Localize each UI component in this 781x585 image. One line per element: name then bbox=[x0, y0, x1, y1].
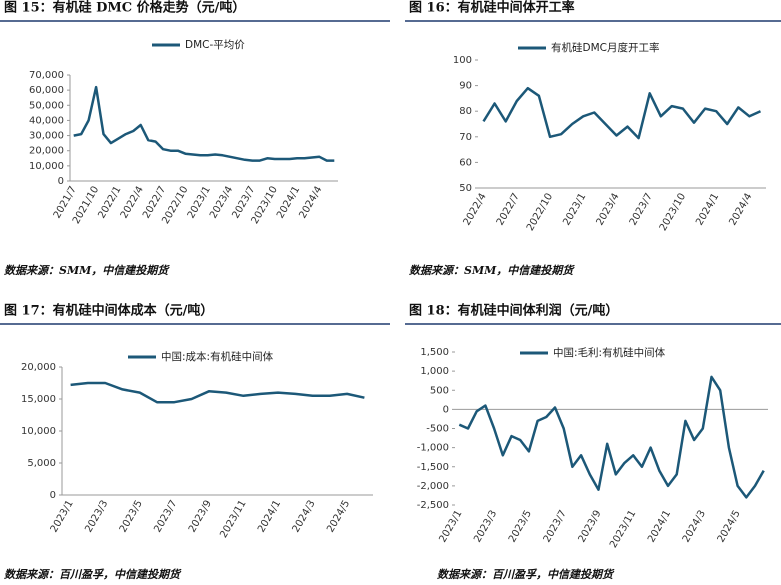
y-tick-label: 50 bbox=[459, 183, 472, 194]
x-tick-label: 2024/5 bbox=[325, 499, 352, 535]
x-tick-label: 2023/1 bbox=[437, 509, 464, 545]
x-tick-label: 2023/1 bbox=[561, 192, 588, 228]
y-tick-label: 60 bbox=[459, 157, 472, 168]
y-tick-label: 20,000 bbox=[29, 146, 64, 157]
x-tick-label: 2022/4 bbox=[462, 192, 489, 228]
x-tick-label: 2023/9 bbox=[187, 499, 214, 535]
x-tick-label: 2023/11 bbox=[608, 509, 638, 550]
x-tick-label: 2024/5 bbox=[716, 509, 743, 545]
y-tick-label: 70,000 bbox=[29, 70, 64, 81]
data-line bbox=[70, 381, 365, 404]
y-tick-label: -2,000 bbox=[417, 481, 449, 492]
y-tick-label: -2,500 bbox=[417, 500, 449, 511]
x-tick-label: 2022/7 bbox=[495, 192, 522, 228]
y-tick-label: 15,000 bbox=[21, 394, 56, 405]
x-tick-label: 2022/10 bbox=[525, 192, 555, 233]
x-tick-label: 2023/1 bbox=[49, 499, 76, 535]
x-tick-label: 2023/5 bbox=[507, 509, 534, 545]
source-note: 数据来源：SMM，中信建投期货 bbox=[409, 264, 575, 277]
y-tick-label: 10,000 bbox=[29, 161, 64, 172]
y-tick-label: -1,000 bbox=[417, 443, 449, 454]
y-tick-label: 40,000 bbox=[29, 115, 64, 126]
x-tick-label: 2023/7 bbox=[628, 192, 655, 228]
x-tick-label: 2023/7 bbox=[152, 499, 179, 535]
data-line bbox=[482, 86, 762, 140]
x-tick-label: 2024/3 bbox=[291, 499, 318, 535]
legend-label: 中国:毛利:有机硅中间体 bbox=[553, 346, 666, 359]
y-tick-label: 1,000 bbox=[420, 366, 449, 377]
y-tick-label: 1,500 bbox=[420, 347, 449, 358]
figure-caption: 图 15：有机硅 DMC 价格走势（元/吨） bbox=[4, 0, 245, 16]
x-tick-label: 2023/9 bbox=[577, 509, 604, 545]
figure-caption: 图 18：有机硅中间体利润（元/吨） bbox=[409, 303, 618, 319]
y-tick-label: 20,000 bbox=[21, 362, 56, 373]
x-tick-label: 2024/3 bbox=[681, 509, 708, 545]
x-tick-label: 2024/1 bbox=[694, 192, 721, 228]
x-tick-label: 2024/1 bbox=[646, 509, 673, 545]
x-tick-label: 2023/11 bbox=[218, 499, 248, 540]
y-tick-label: 0 bbox=[50, 490, 56, 501]
data-line bbox=[458, 375, 765, 499]
y-tick-label: 60,000 bbox=[29, 85, 64, 96]
y-tick-label: 80 bbox=[459, 106, 472, 117]
x-tick-label: 2023/5 bbox=[118, 499, 145, 535]
y-tick-label: 0 bbox=[58, 176, 64, 187]
y-tick-label: 50,000 bbox=[29, 100, 64, 111]
figure-caption: 图 17：有机硅中间体成本（元/吨） bbox=[4, 303, 213, 319]
x-tick-label: 2023/3 bbox=[83, 499, 110, 535]
legend-label: 有机硅DMC月度开工率 bbox=[551, 41, 659, 54]
x-tick-label: 2023/10 bbox=[658, 192, 688, 233]
data-line bbox=[73, 85, 335, 162]
source-note: 数据来源：SMM，中信建投期货 bbox=[4, 264, 170, 277]
y-tick-label: -500 bbox=[426, 424, 449, 435]
x-tick-label: 2024/1 bbox=[256, 499, 283, 535]
x-tick-label: 2023/4 bbox=[595, 192, 622, 228]
y-tick-label: 0 bbox=[443, 404, 449, 415]
y-tick-label: 30,000 bbox=[29, 131, 64, 142]
source-note: 数据来源：百川盈孚，中信建投期货 bbox=[437, 568, 615, 581]
y-tick-label: 90 bbox=[459, 81, 472, 92]
x-tick-label: 2023/3 bbox=[472, 509, 499, 545]
x-tick-label: 2023/7 bbox=[542, 509, 569, 545]
x-tick-label: 2024/4 bbox=[727, 192, 754, 228]
y-tick-label: 100 bbox=[453, 55, 472, 66]
figure-caption: 图 16：有机硅中间体开工率 bbox=[409, 0, 575, 16]
legend-label: DMC-平均价 bbox=[185, 39, 245, 51]
y-tick-label: 70 bbox=[459, 132, 472, 143]
y-tick-label: 5,000 bbox=[27, 458, 56, 469]
y-tick-label: 500 bbox=[430, 385, 449, 396]
legend-label: 中国:成本:有机硅中间体 bbox=[161, 350, 274, 363]
y-tick-label: -1,500 bbox=[417, 462, 449, 473]
y-tick-label: 10,000 bbox=[21, 426, 56, 437]
source-note: 数据来源：百川盈孚，中信建投期货 bbox=[4, 568, 182, 581]
